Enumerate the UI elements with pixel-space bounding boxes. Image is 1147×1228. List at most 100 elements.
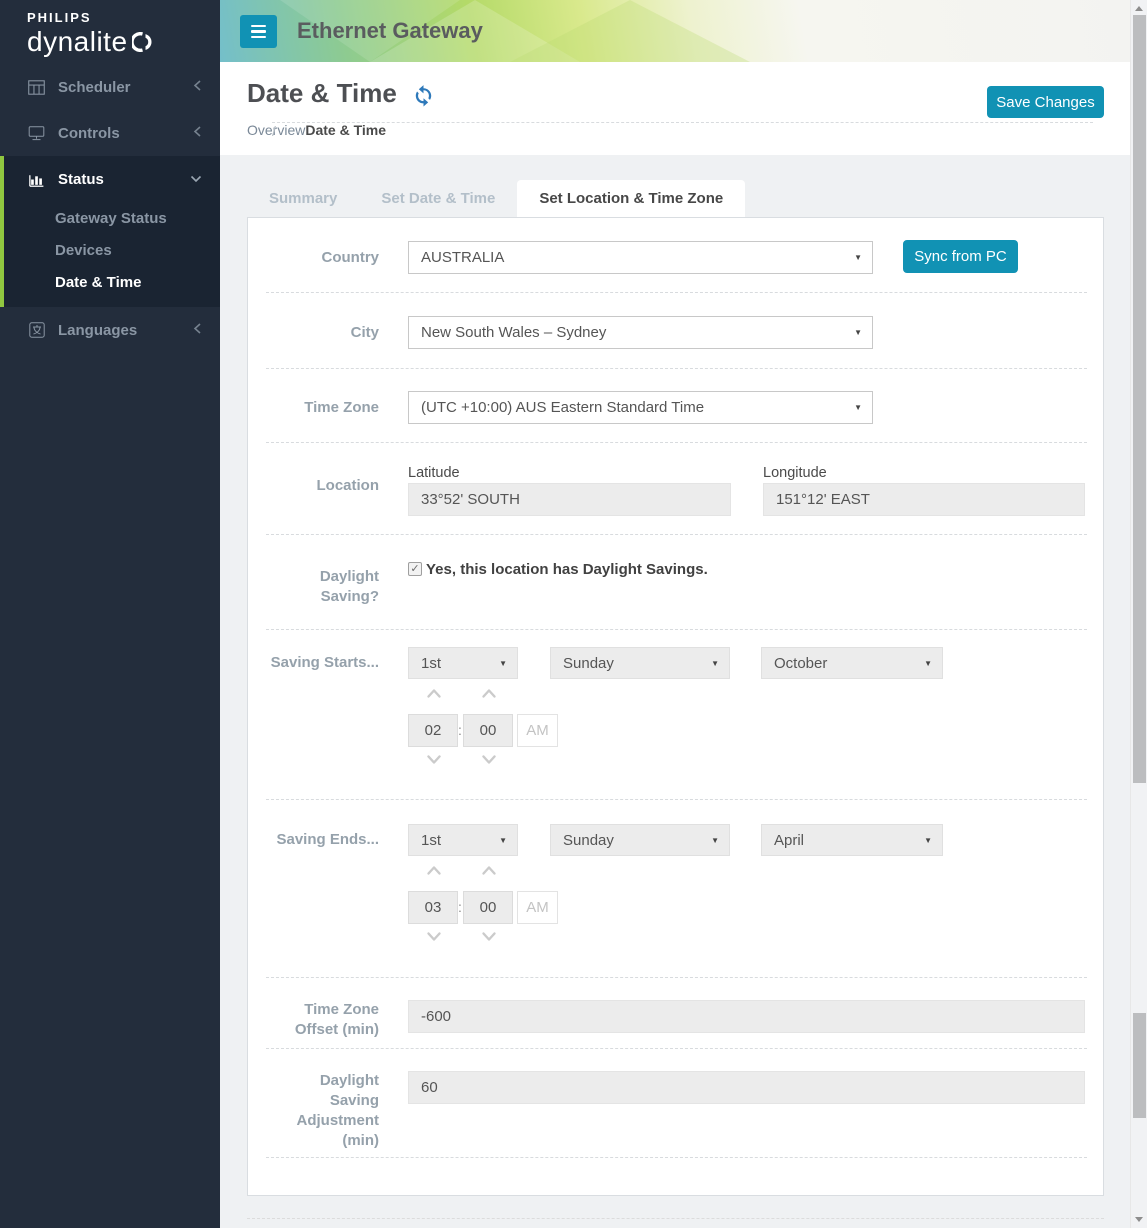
time-zone-value: (UTC +10:00) AUS Eastern Standard Time (421, 399, 705, 416)
saving-ends-weekday-select[interactable]: Sunday ▼ (550, 824, 730, 856)
hour-down-icon[interactable] (426, 931, 442, 942)
saving-starts-minute-input[interactable]: 00 (463, 714, 513, 747)
hour-down-icon[interactable] (426, 754, 442, 765)
sidebar-item-label: Scheduler (58, 78, 131, 96)
time-zone-select[interactable]: (UTC +10:00) AUS Eastern Standard Time ▼ (408, 391, 873, 424)
breadcrumb-separator: / (272, 122, 1093, 139)
divider (266, 629, 1087, 630)
sidebar-item-languages[interactable]: Languages (0, 307, 220, 353)
sidebar-item-date-time[interactable]: Date & Time (4, 266, 220, 298)
day-value: 1st (421, 654, 442, 672)
menu-toggle-button[interactable] (240, 15, 277, 48)
sidebar-item-gateway-status[interactable]: Gateway Status (4, 202, 220, 234)
saving-starts-hour-input[interactable]: 02 (408, 714, 458, 747)
breadcrumb: Overview / Date & Time (247, 122, 1093, 139)
divider (266, 1048, 1087, 1049)
divider (266, 799, 1087, 800)
breadcrumb-current: Date & Time (305, 122, 387, 138)
time-colon: : (458, 899, 462, 915)
breadcrumb-overview[interactable]: Overview (247, 122, 306, 138)
tz-offset-label: Time Zone Offset (min) (294, 1001, 379, 1038)
bar-chart-icon (27, 172, 46, 187)
latitude-label: Latitude (408, 465, 460, 481)
scrollbar-thumb[interactable] (1133, 1013, 1146, 1118)
tab-set-location-time-zone[interactable]: Set Location & Time Zone (517, 180, 746, 217)
saving-ends-hour-input[interactable]: 03 (408, 891, 458, 924)
hour-up-icon[interactable] (426, 688, 442, 699)
refresh-icon[interactable] (411, 83, 436, 108)
dynalite-wordmark: dynalite (27, 26, 128, 57)
caret-down-icon: ▼ (924, 835, 932, 845)
daylight-saving-checkbox[interactable]: ✓ (408, 562, 422, 576)
city-select[interactable]: New South Wales – Sydney ▼ (408, 316, 873, 349)
sidebar-item-controls[interactable]: Controls (0, 110, 220, 156)
content-area: Summary Set Date & Time Set Location & T… (220, 155, 1130, 1228)
save-changes-button[interactable]: Save Changes (987, 86, 1104, 118)
chevron-left-icon (193, 125, 202, 142)
dynalite-logo-icon (129, 31, 157, 57)
saving-ends-label: Saving Ends... (276, 831, 379, 848)
page-header: Date & Time Overview / Date & Time Save Ch… (220, 62, 1130, 155)
saving-starts-weekday-select[interactable]: Sunday ▼ (550, 647, 730, 679)
time-zone-label: Time Zone (304, 399, 379, 416)
day-value: 1st (421, 831, 442, 849)
divider (266, 1157, 1087, 1158)
saving-ends-day-select[interactable]: 1st ▼ (408, 824, 518, 856)
sidebar-item-label: Status (58, 170, 104, 188)
app-header: Ethernet Gateway (220, 0, 1130, 62)
hour-up-icon[interactable] (426, 865, 442, 876)
saving-starts-day-select[interactable]: 1st ▼ (408, 647, 518, 679)
tab-bar: Summary Set Date & Time Set Location & T… (247, 180, 746, 217)
scroll-up-icon[interactable] (1135, 6, 1143, 11)
daylight-saving-checkbox-label[interactable]: Yes, this location has Daylight Savings. (426, 561, 708, 578)
sidebar-item-devices[interactable]: Devices (4, 234, 220, 266)
sidebar-item-scheduler[interactable]: Scheduler (0, 64, 220, 110)
weekday-value: Sunday (563, 831, 614, 849)
country-label: Country (321, 249, 380, 266)
divider (266, 534, 1087, 535)
subnav-label: Gateway Status (55, 209, 167, 227)
saving-starts-month-select[interactable]: October ▼ (761, 647, 943, 679)
minute-up-icon[interactable] (481, 865, 497, 876)
country-select[interactable]: AUSTRALIA ▼ (408, 241, 873, 274)
sidebar-item-label: Languages (58, 321, 138, 339)
time-colon: : (458, 722, 462, 738)
minute-down-icon[interactable] (481, 931, 497, 942)
chevron-left-icon (193, 322, 202, 339)
caret-down-icon: ▼ (499, 835, 507, 845)
tz-offset-field: -600 (408, 1000, 1085, 1033)
tab-set-date-time[interactable]: Set Date & Time (381, 190, 496, 207)
subnav-label: Date & Time (55, 273, 142, 291)
sync-from-pc-button[interactable]: Sync from PC (903, 240, 1018, 273)
divider (266, 292, 1087, 293)
country-value: AUSTRALIA (421, 249, 505, 266)
minute-down-icon[interactable] (481, 754, 497, 765)
language-icon (27, 322, 46, 338)
location-label: Location (316, 477, 380, 494)
vertical-scrollbar[interactable] (1130, 0, 1147, 1228)
tab-summary[interactable]: Summary (269, 190, 338, 207)
sidebar-item-label: Controls (58, 124, 120, 142)
sidebar: PHILIPS dynalite Scheduler (0, 0, 220, 1228)
saving-starts-meridiem-button[interactable]: AM (517, 714, 558, 747)
header-decoration (510, 0, 750, 62)
saving-ends-minute-input[interactable]: 00 (463, 891, 513, 924)
caret-down-icon: ▼ (711, 835, 719, 845)
caret-down-icon: ▼ (854, 328, 862, 337)
saving-ends-month-select[interactable]: April ▼ (761, 824, 943, 856)
weekday-value: Sunday (563, 654, 614, 672)
page-title: Date & Time (247, 78, 397, 108)
brand-logo: PHILIPS dynalite (0, 0, 220, 64)
caret-down-icon: ▼ (924, 658, 932, 668)
scroll-down-icon[interactable] (1135, 1217, 1143, 1222)
ds-adjustment-label: Daylight Saving Adjustment (min) (296, 1072, 380, 1149)
sidebar-group-status: Status Gateway Status Devices Date & Tim… (0, 156, 220, 307)
saving-ends-meridiem-button[interactable]: AM (517, 891, 558, 924)
scrollbar-thumb[interactable] (1133, 15, 1146, 783)
saving-starts-label: Saving Starts... (270, 654, 379, 671)
city-label: City (350, 324, 379, 341)
sidebar-item-status[interactable]: Status (4, 156, 220, 202)
minute-up-icon[interactable] (481, 688, 497, 699)
divider (266, 977, 1087, 978)
monitor-icon (27, 125, 46, 141)
